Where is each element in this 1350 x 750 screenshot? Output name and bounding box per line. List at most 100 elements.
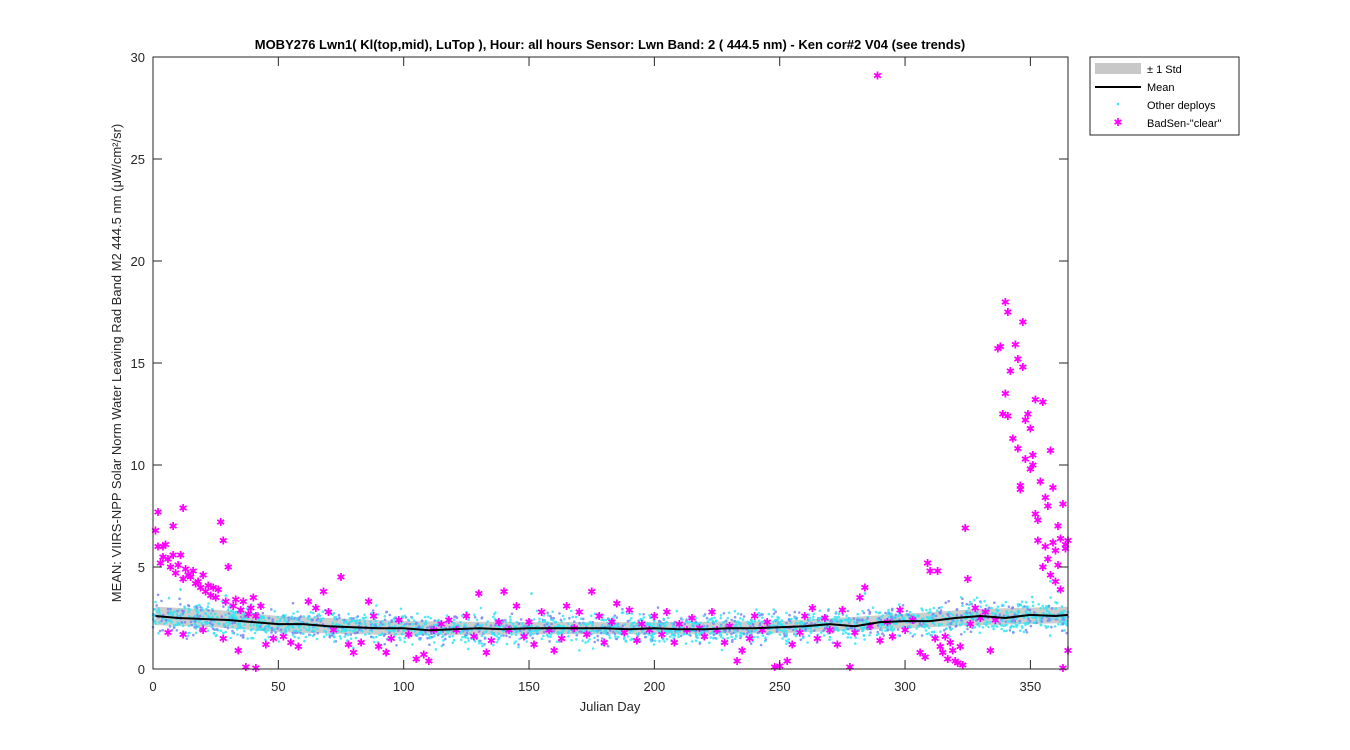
badsen-point: ✱: [234, 645, 243, 658]
other-deploys-point: [965, 602, 969, 606]
other-deploys-point: [712, 633, 716, 637]
other-deploys-point: [878, 611, 882, 614]
other-deploys-point: [588, 638, 591, 641]
other-deploys-point: [731, 640, 734, 643]
other-deploys-point: [470, 629, 474, 632]
other-deploys-point: [637, 632, 640, 635]
other-deploys-point: [761, 634, 765, 637]
badsen-point: ✱: [963, 573, 972, 586]
other-deploys-point: [333, 626, 337, 630]
other-deploys-point: [439, 625, 442, 629]
other-deploys-point: [199, 608, 203, 612]
other-deploys-point: [947, 599, 950, 603]
other-deploys-point: [211, 623, 214, 626]
other-deploys-point: [220, 600, 224, 603]
badsen-point: ✱: [163, 553, 172, 566]
other-deploys-point: [1001, 619, 1004, 623]
other-deploys-point: [287, 628, 291, 631]
other-deploys-point: [940, 623, 943, 626]
other-deploys-point: [412, 619, 416, 622]
other-deploys-point: [947, 611, 951, 614]
other-deploys-point: [646, 621, 649, 625]
other-deploys-point: [961, 622, 964, 625]
other-deploys-point: [492, 615, 495, 619]
other-deploys-point: [970, 602, 973, 606]
badsen-point: ✱: [682, 624, 691, 637]
other-deploys-point: [991, 612, 995, 615]
other-deploys-point: [316, 631, 320, 635]
other-deploys-point: [295, 617, 298, 621]
other-deploys-point: [805, 622, 809, 625]
other-deploys-point: [227, 612, 231, 615]
other-deploys-point: [593, 629, 596, 633]
other-deploys-point: [579, 617, 583, 620]
other-deploys-point: [631, 629, 634, 633]
other-deploys-point: [194, 631, 198, 635]
other-deploys-point: [1026, 606, 1029, 609]
other-deploys-point: [847, 627, 850, 631]
other-deploys-point: [453, 618, 456, 622]
other-deploys-point: [532, 618, 536, 621]
badsen-point: ✱: [737, 645, 746, 658]
other-deploys-point: [374, 619, 377, 623]
other-deploys-point: [799, 638, 803, 641]
other-deploys-point: [837, 615, 840, 619]
other-deploys-point: [740, 632, 743, 635]
other-deploys-point: [634, 624, 637, 628]
other-deploys-point: [1004, 620, 1007, 623]
other-deploys-point: [633, 621, 636, 624]
other-deploys-point: [753, 619, 757, 623]
other-deploys-point: [925, 608, 928, 612]
other-deploys-point: [198, 614, 202, 618]
other-deploys-point: [233, 621, 237, 624]
other-deploys-point: [759, 643, 763, 647]
other-deploys-point: [554, 620, 558, 624]
badsen-point: ✱: [349, 647, 358, 660]
badsen-point: ✱: [1041, 541, 1050, 554]
other-deploys-point: [175, 612, 179, 616]
other-deploys-point: [206, 629, 210, 632]
other-deploys-point: [1024, 628, 1028, 632]
other-deploys-point: [721, 636, 725, 640]
badsen-point: ✱: [845, 661, 854, 674]
other-deploys-point: [451, 621, 455, 624]
other-deploys-point: [688, 630, 692, 633]
other-deploys-point: [626, 619, 630, 623]
other-deploys-point: [463, 623, 467, 626]
badsen-point: ✱: [1033, 535, 1042, 548]
other-deploys-point: [530, 624, 533, 628]
other-deploys-point: [158, 621, 161, 624]
other-deploys-point: [838, 619, 841, 623]
other-deploys-point: [324, 630, 328, 634]
other-deploys-point: [306, 617, 310, 621]
other-deploys-point: [808, 616, 812, 620]
other-deploys-point: [482, 631, 486, 634]
other-deploys-point: [1048, 634, 1052, 637]
other-deploys-point: [886, 629, 889, 632]
other-deploys-point: [941, 614, 944, 618]
badsen-point: ✱: [732, 655, 741, 668]
other-deploys-point: [529, 633, 533, 636]
other-deploys-point: [266, 628, 270, 632]
other-deploys-point: [643, 632, 647, 635]
badsen-point: ✱: [249, 592, 258, 605]
other-deploys-point: [442, 639, 445, 642]
other-deploys-point: [453, 622, 457, 626]
other-deploys-point: [780, 619, 783, 622]
other-deploys-point: [861, 629, 865, 632]
other-deploys-point: [793, 632, 797, 636]
badsen-point: ✱: [813, 632, 822, 645]
other-deploys-point: [787, 638, 790, 641]
other-deploys-point: [591, 623, 594, 626]
other-deploys-point: [190, 623, 193, 627]
other-deploys-point: [911, 635, 915, 638]
other-deploys-point: [267, 616, 271, 620]
other-deploys-point: [481, 644, 484, 648]
other-deploys-point: [368, 632, 371, 635]
other-deploys-point: [292, 612, 295, 615]
other-deploys-point: [1039, 623, 1043, 627]
other-deploys-point: [199, 605, 202, 609]
other-deploys-point: [538, 629, 541, 632]
other-deploys-point: [600, 618, 603, 622]
badsen-point: ✱: [1046, 569, 1055, 582]
